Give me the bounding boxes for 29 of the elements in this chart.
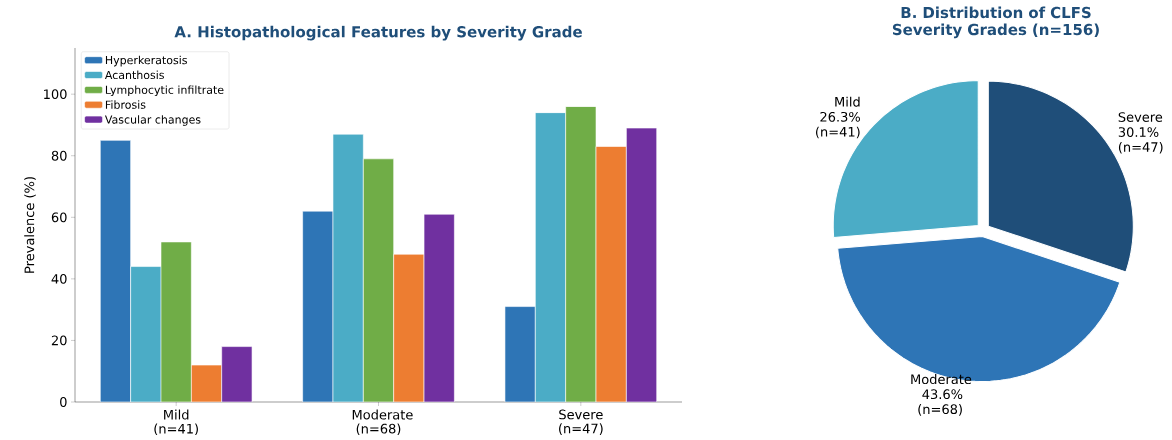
y-tick-label: 40 — [51, 273, 67, 284]
chart-title: B. Distribution of CLFS Severity Grades (n=156) — [892, 6, 1099, 39]
chart-title: A. Histopathological Features by Severity Grade — [174, 25, 582, 41]
y-tick-label: 100 — [44, 89, 67, 100]
y-tick-label: 60 — [51, 212, 67, 223]
slice-label: Severe — [1118, 112, 1163, 122]
y-tick-label: 0 — [60, 397, 67, 407]
legend-label: Acanthosis — [104, 70, 164, 80]
slice-label: Moderate — [911, 374, 972, 385]
bar — [535, 112, 566, 402]
y-tick-label: 20 — [51, 335, 67, 346]
bar — [130, 266, 162, 402]
data-label: 30.1% (n=47) — [1118, 127, 1163, 154]
x-tick-label: Mild (n=41) — [154, 409, 198, 436]
data-label: 26.3% (n=41) — [816, 111, 860, 139]
slice-label: Mild — [835, 96, 860, 107]
x-tick-label: Severe (n=47) — [559, 409, 603, 435]
legend-label: Hyperkeratosis — [105, 55, 187, 67]
y-tick-label: 80 — [51, 150, 67, 161]
bar — [160, 241, 192, 402]
x-tick-label: Moderate (n=68) — [352, 409, 413, 436]
legend-label: Lymphocytic infiltrate — [105, 85, 224, 97]
legend-label: Fibrosis — [105, 100, 146, 109]
legend-label: Vascular changes — [104, 115, 201, 126]
y-axis-title: Prevalence (%) — [24, 177, 36, 273]
bar — [363, 158, 394, 402]
bar — [565, 106, 597, 402]
bar — [332, 133, 364, 402]
data-label: 43.6% (n=68) — [918, 389, 963, 416]
